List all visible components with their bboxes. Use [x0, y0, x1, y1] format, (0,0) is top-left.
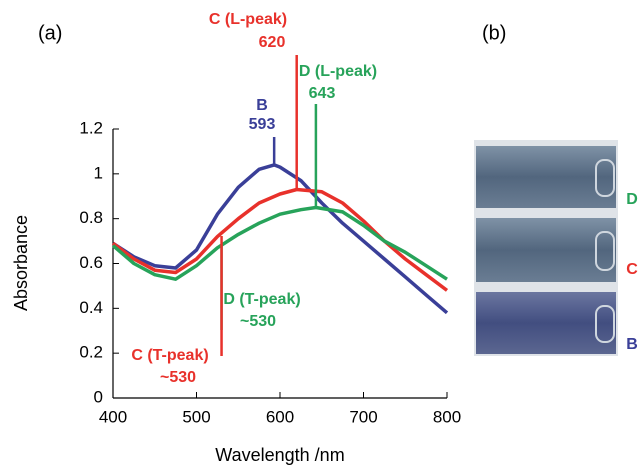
y-tick-label: 0.8	[79, 208, 103, 227]
x-axis-label: Wavelength /nm	[215, 445, 344, 465]
y-axis-label: Absorbance	[11, 215, 31, 311]
annotation-name: B	[256, 97, 268, 114]
annotation-value: 593	[249, 116, 276, 133]
annotation-value: 620	[259, 34, 286, 51]
photo-label: D	[626, 191, 638, 208]
cuvette	[476, 292, 616, 354]
cuvette-cap	[595, 231, 615, 271]
series-line	[112, 163, 449, 315]
cuvette	[476, 146, 616, 208]
cuvette-cap	[595, 305, 615, 343]
y-tick-label: 0.4	[79, 298, 103, 317]
x-tick-label: 500	[182, 407, 210, 426]
photo-label: B	[626, 336, 638, 353]
y-tick-label: 1.2	[79, 118, 103, 137]
annotation-name: D (L-peak)	[299, 63, 377, 80]
panel-label: (a)	[38, 22, 62, 44]
cuvette-cap	[595, 159, 615, 197]
y-tick-label: 0.6	[79, 253, 103, 272]
annotation-name: D (T-peak)	[223, 291, 300, 308]
annotation-name: C (T-peak)	[131, 347, 208, 364]
x-tick-label: 700	[349, 407, 377, 426]
annotation-name: C (L-peak)	[209, 11, 287, 28]
series-line	[111, 205, 448, 281]
cuvette	[476, 218, 616, 282]
photo	[474, 140, 618, 356]
annotation-value: 643	[309, 85, 336, 102]
panel-label: (b)	[482, 22, 506, 44]
y-tick-label: 0.2	[79, 343, 103, 362]
annotation-value: ~530	[240, 313, 276, 330]
x-tick-label: 600	[266, 407, 294, 426]
y-tick-label: 1	[94, 163, 103, 182]
annotation-value: ~530	[160, 369, 196, 386]
y-tick-label: 0	[94, 387, 103, 406]
x-tick-label: 400	[99, 407, 127, 426]
photo-label: C	[626, 261, 638, 278]
x-tick-label: 800	[433, 407, 461, 426]
series-line	[111, 187, 449, 292]
